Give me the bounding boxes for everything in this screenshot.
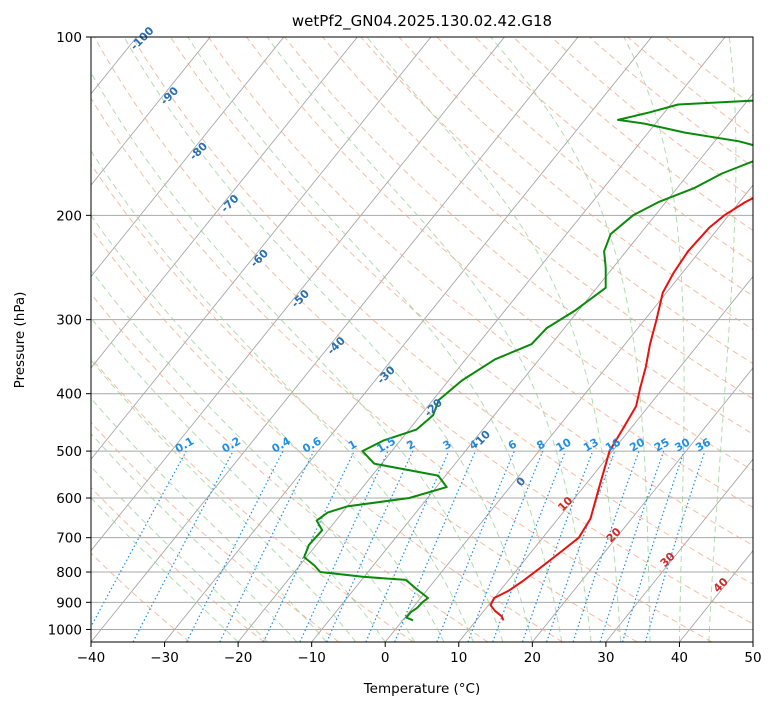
isotherm-line [164,37,653,642]
dry-adiabat-line [91,228,563,642]
dry-adiabat-line [169,37,753,546]
x-tick-label: 10 [450,650,467,666]
dry-adiabat-line [207,37,753,509]
x-axis-label: Temperature (°C) [363,681,481,697]
y-axis-label: Pressure (hPa) [12,292,28,389]
mixing-ratio-line [91,450,187,628]
moist-adiabat-line [708,37,737,642]
y-tick-label: 700 [56,531,82,547]
dry-adiabat-line [436,37,753,297]
moist-adiabat-line [91,497,239,642]
moist-adiabat-line [366,37,622,642]
isotherm-line [531,367,753,642]
background-lines [91,37,753,642]
mixing-ratio-line [572,450,640,642]
y-tick-label: 200 [56,208,82,224]
mixing-ratio-line [365,450,450,642]
dewpoint-profile-line [303,99,753,622]
moist-adiabat-line [623,37,685,642]
mixing-ratio-line [521,450,594,642]
y-tick-label: 600 [56,491,82,507]
x-tick-label: 0 [381,650,390,666]
isotherm-line [91,37,285,278]
x-tick-label: −10 [297,650,326,666]
mixing-ratio-line [326,450,414,642]
moist-adiabat-line [266,37,592,642]
x-tick-label: 30 [597,650,614,666]
isotherm-line [91,37,432,460]
y-tick-label: 400 [56,387,82,403]
y-tick-label: 300 [56,313,82,329]
mixing-ratio-line [546,450,616,642]
isotherm-line [91,37,358,369]
dry-adiabat-line [91,552,191,642]
mixing-ratio-line [644,450,706,642]
moist-adiabat-line [91,397,327,642]
dry-adiabat-line [322,37,753,400]
dry-adiabat-line [93,37,753,625]
isotherm-line [237,37,726,642]
mixing-ratio-line [599,450,665,642]
y-tick-label: 100 [56,30,82,46]
y-tick-label: 800 [56,565,82,581]
mixing-ratio-line [622,450,685,642]
mixing-ratio-line [219,450,315,642]
isotherm-line [458,275,753,642]
plot-frame [90,36,754,643]
moist-adiabat-line [91,359,357,642]
dry-adiabat-line [284,37,753,435]
isotherm-line [384,184,753,642]
x-tick-label: −40 [77,650,106,666]
x-tick-label: −20 [224,650,253,666]
x-tick-label: 40 [671,650,688,666]
isotherm-line [311,93,753,642]
mixing-ratio-line [186,450,284,642]
mixing-ratio-line [467,450,544,642]
moist-adiabat-line [91,465,268,642]
y-tick-label: 1000 [48,622,82,638]
mixing-ratio-line [132,450,234,642]
moist-adiabat-line [91,214,445,642]
isotherm-line [91,37,579,642]
temperature-profile-line [489,197,753,621]
isotherm-line [605,458,753,642]
axis-ticks: −40 −30 −20 −10 0 10 20 30 40 50 1000 900 800 700 600 5… [48,30,762,666]
dry-adiabat-line [245,37,753,472]
mixing-ratio-line [492,450,566,642]
mixing-ratio-line [436,450,515,642]
y-tick-label: 900 [56,595,82,611]
x-tick-label: −30 [150,650,179,666]
x-tick-label: 50 [744,650,761,666]
profile-lines [303,99,753,622]
chart-title: wetPf2_GN04.2025.130.02.42.G18 [292,12,552,31]
moist-adiabat-line [91,317,386,642]
moist-adiabat-line [187,37,563,642]
dry-adiabat-line [91,421,340,642]
moist-adiabat-line [123,37,533,642]
dry-adiabat-line [131,37,753,585]
isotherm-line [91,37,211,186]
dry-adiabat-line [91,163,638,642]
x-tick-label: 20 [524,650,541,666]
moist-adiabat-line [91,71,504,642]
y-tick-label: 500 [56,444,82,460]
dry-adiabat-line [91,97,713,642]
isotherm-line [91,37,506,552]
moist-adiabat-line [91,432,298,642]
mixing-ratio-line [394,450,477,642]
moist-adiabat-line [91,150,474,642]
moist-adiabat-line [490,37,651,642]
